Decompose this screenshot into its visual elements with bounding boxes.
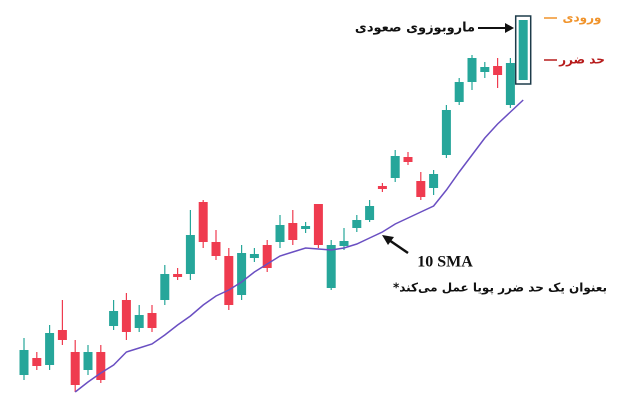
- candle-body: [467, 58, 477, 82]
- highlight-box: [514, 15, 532, 85]
- candle-body: [493, 66, 503, 75]
- candle-body: [134, 315, 144, 328]
- level-label: حد ضرر: [558, 53, 605, 67]
- candle-body: [480, 67, 490, 72]
- candle-body: [211, 242, 221, 256]
- candle-body: [198, 202, 208, 242]
- candle-body: [377, 186, 387, 189]
- arrow-head: [382, 235, 394, 245]
- candle-body: [288, 223, 298, 240]
- candle-body: [416, 181, 426, 197]
- candle-body: [352, 220, 362, 228]
- candle-body: [390, 156, 400, 178]
- candle-body: [429, 174, 439, 188]
- candle-body: [70, 352, 80, 385]
- candle-body: [339, 241, 349, 246]
- sma-line: [74, 99, 524, 393]
- candle-body: [249, 254, 259, 258]
- candle-body: [365, 206, 375, 220]
- candle-body: [224, 256, 234, 305]
- candle-body: [173, 274, 183, 277]
- candle-body: [121, 300, 131, 332]
- arrow-head: [505, 23, 514, 33]
- candle-body: [109, 311, 119, 326]
- level-label: ورودی: [563, 11, 602, 26]
- candle-body: [45, 333, 55, 365]
- candle-body: [518, 20, 528, 80]
- candle-body: [96, 352, 106, 380]
- note: *بعنوان یک حد ضرر پویا عمل می‌کند: [393, 281, 607, 296]
- arrow: [388, 238, 409, 255]
- candle-body: [275, 225, 285, 242]
- candle-body: [160, 274, 170, 300]
- candle-body: [185, 235, 195, 274]
- candle-body: [403, 157, 413, 162]
- candle-body: [237, 253, 247, 295]
- candle-body: [262, 245, 272, 268]
- candle-body: [313, 204, 323, 245]
- sma-label: 10 SMA: [417, 254, 473, 271]
- candle-body: [147, 313, 157, 328]
- candle-body: [326, 245, 336, 288]
- candle-body: [19, 350, 29, 375]
- candle-body: [454, 82, 464, 102]
- candle-body: [441, 110, 451, 155]
- candle-body: [505, 63, 515, 105]
- highlight-label: ماروبوزوی صعودی: [355, 21, 475, 36]
- candle-body: [32, 358, 42, 366]
- candle-body: [83, 352, 93, 370]
- candle-body: [301, 226, 311, 229]
- candle-body: [57, 330, 67, 340]
